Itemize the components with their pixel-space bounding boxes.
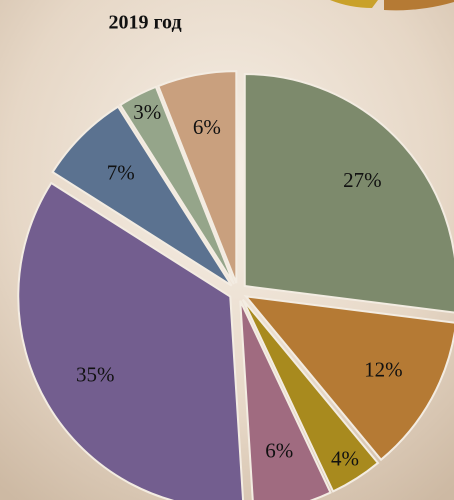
pie-slice — [17, 181, 245, 500]
pie-slice — [241, 298, 380, 493]
data-label: 3% — [133, 100, 161, 124]
decoration — [384, 0, 454, 11]
data-label: 27% — [343, 168, 382, 192]
decoration — [330, 0, 378, 8]
pie-slice — [239, 300, 332, 500]
data-label: 4% — [331, 447, 359, 471]
pie-slice — [243, 295, 454, 462]
pie-slice — [118, 85, 235, 285]
data-label: 6% — [265, 438, 293, 462]
pie-slice — [156, 70, 238, 284]
data-label: 12% — [364, 358, 403, 382]
chart-title: 2019 год — [108, 12, 181, 34]
data-label: 6% — [193, 115, 221, 139]
pie-slice — [51, 105, 233, 287]
pie: 27% 12% 4% 6% 35% 7% 3% 6% — [17, 70, 454, 500]
pie-slice — [243, 73, 454, 314]
data-label: 35% — [76, 362, 115, 386]
data-label: 7% — [107, 161, 135, 185]
